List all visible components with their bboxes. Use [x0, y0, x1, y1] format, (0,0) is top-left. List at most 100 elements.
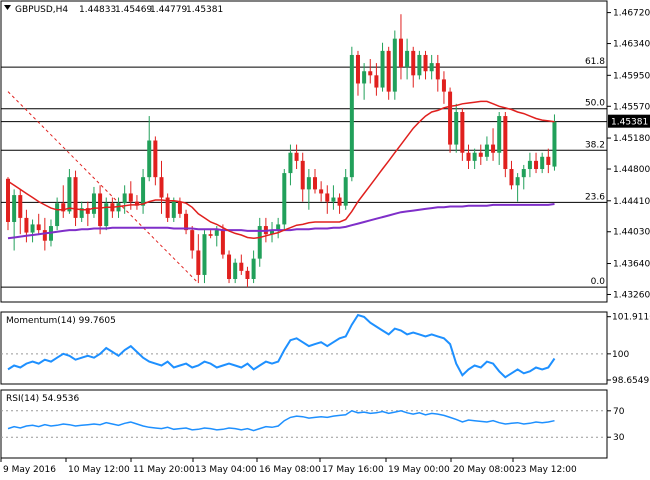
- candle-body: [202, 234, 207, 275]
- candle: [497, 111, 502, 165]
- momentum-plot: [1, 313, 607, 379]
- candle-body: [368, 71, 373, 76]
- candle-body: [392, 38, 397, 92]
- candle: [534, 152, 539, 174]
- candle-body: [270, 230, 275, 235]
- moving-averages: [7, 100, 555, 240]
- momentum-axis: 101.9116 100 98.6549: [607, 313, 650, 386]
- candle-body: [355, 54, 360, 84]
- candle-body: [177, 201, 182, 214]
- candle: [441, 71, 446, 104]
- candle: [398, 14, 403, 80]
- candle: [423, 50, 428, 80]
- candle-body: [141, 177, 146, 206]
- candle: [466, 144, 471, 170]
- bearish-trendline: [7, 91, 199, 284]
- time-tick-label: 16 May 08:00: [259, 465, 321, 475]
- time-tick-label: 11 May 20:00: [133, 465, 195, 475]
- rsi-tick-label: 30: [613, 433, 625, 443]
- candle-body: [79, 208, 84, 218]
- time-tick-label: 23 May 12:00: [515, 465, 577, 475]
- slow-moving-average: [7, 203, 555, 240]
- candle: [251, 250, 256, 284]
- candle: [546, 148, 551, 174]
- ohlc-close: 1.45381: [186, 5, 223, 15]
- candle: [227, 250, 232, 284]
- candle: [521, 164, 526, 190]
- candle-body: [288, 152, 293, 174]
- ohlc-high: 1.45469: [115, 5, 152, 15]
- candle-body: [85, 208, 90, 214]
- candle-body: [276, 224, 281, 231]
- candle-body: [319, 189, 324, 194]
- candle: [190, 226, 195, 259]
- momentum-panel[interactable]: 101.9116 100 98.6549 Momentum(14) 99.7605: [0, 311, 650, 386]
- candle: [405, 38, 410, 80]
- candle-body: [527, 160, 532, 170]
- trendline-layer: [7, 91, 199, 284]
- candle-body: [104, 203, 109, 227]
- candle: [61, 185, 66, 218]
- candle: [454, 103, 459, 153]
- fib-level-label: 61.8: [585, 57, 605, 67]
- candle-body: [300, 160, 305, 190]
- candle-body: [233, 262, 238, 280]
- candle-body: [24, 217, 29, 233]
- candle-body: [6, 178, 10, 222]
- fib-level-label: 38.2: [585, 140, 605, 150]
- candle-body: [331, 197, 336, 202]
- candle: [239, 254, 244, 275]
- fib-level-label: 23.6: [585, 192, 605, 202]
- candle-body: [116, 203, 121, 212]
- price-panel-frame: [0, 0, 608, 303]
- candle-body: [190, 230, 195, 251]
- candle: [73, 170, 78, 227]
- price-tick-label: 1.45180: [613, 134, 650, 144]
- candle: [306, 169, 311, 210]
- candle-body: [42, 230, 47, 241]
- candle: [472, 148, 477, 170]
- candle: [12, 189, 17, 251]
- candle-body: [165, 197, 170, 218]
- candle-body: [214, 230, 219, 236]
- momentum-line: [7, 313, 556, 379]
- rsi-plot: [1, 409, 607, 438]
- candle-body: [30, 224, 35, 233]
- candle-body: [325, 193, 330, 202]
- momentum-tick-label: 98.6549: [612, 376, 649, 386]
- candle-body: [491, 144, 496, 153]
- candle-body: [12, 195, 17, 222]
- candle: [343, 169, 348, 210]
- candle-body: [196, 250, 201, 275]
- candle: [134, 195, 139, 210]
- price-panel[interactable]: 61.8 50.0 38.2 23.6 0.0 1.46720 1.46340 1.4595…: [0, 0, 650, 303]
- candle: [313, 169, 317, 194]
- price-header: GBPUSD,H4 1.44833 1.45469 1.44779 1.4538…: [4, 5, 223, 15]
- momentum-tick-label: 100: [612, 350, 629, 360]
- candle-body: [239, 262, 244, 271]
- candle-body: [153, 140, 158, 178]
- candle: [184, 209, 189, 235]
- candle: [276, 217, 281, 239]
- candle-body: [552, 121, 557, 167]
- candle: [355, 50, 360, 96]
- candle: [288, 144, 293, 186]
- triangle-down-icon[interactable]: [4, 5, 11, 10]
- candle-body: [534, 160, 539, 170]
- candle-body: [306, 177, 311, 190]
- candle-body: [122, 193, 127, 204]
- candle: [380, 42, 385, 92]
- candle: [300, 152, 305, 202]
- candle: [55, 197, 60, 231]
- candle-body: [429, 63, 434, 72]
- time-tick-label: 17 May 16:00: [322, 465, 384, 475]
- candle-body: [454, 111, 459, 145]
- candle: [386, 46, 391, 100]
- rsi-panel[interactable]: 70 30 RSI(14) 54.9536: [0, 389, 625, 459]
- time-tick-label: 9 May 2016: [3, 465, 56, 475]
- candle-body: [134, 201, 139, 206]
- candle: [374, 63, 379, 96]
- candle-body: [313, 177, 317, 190]
- candle-body: [411, 50, 416, 76]
